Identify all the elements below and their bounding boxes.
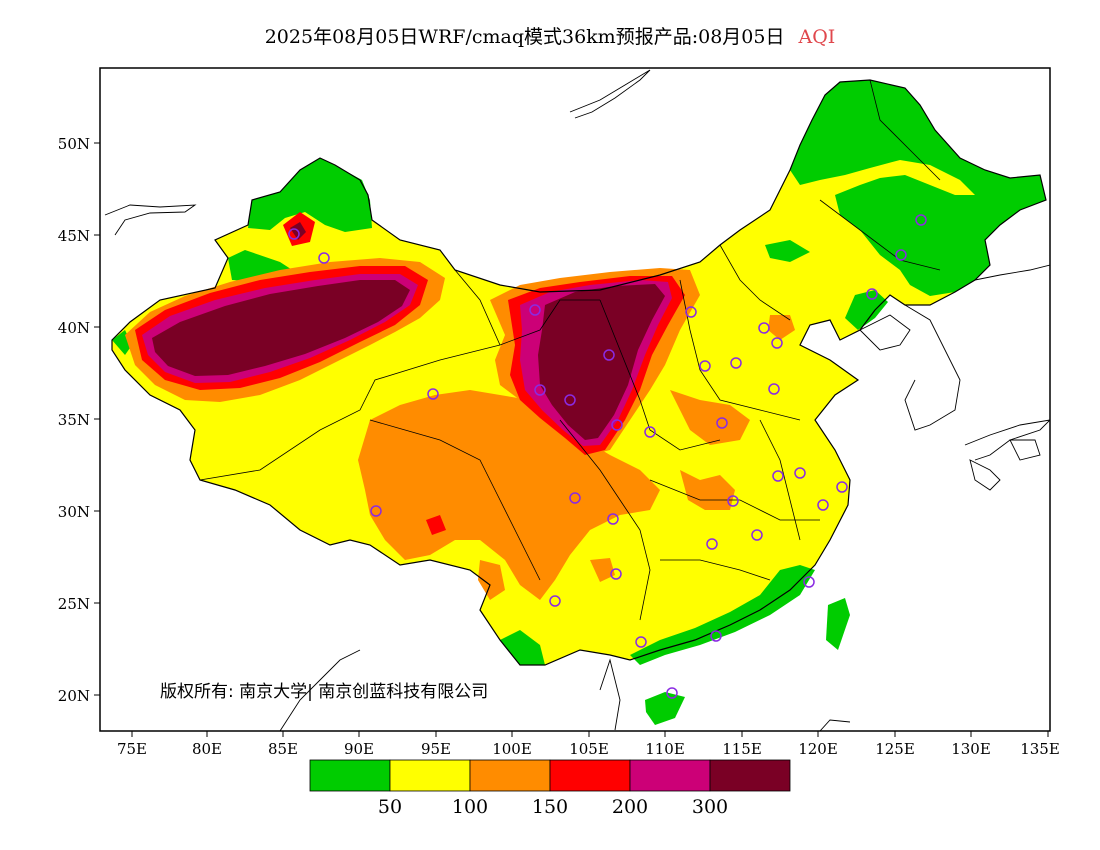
lon-label: 130E: [951, 740, 991, 758]
lat-label: 20N: [58, 687, 90, 705]
colorbar-label: 50: [378, 796, 402, 818]
station-marker: [370, 505, 382, 517]
aqi-field: [104, 69, 1050, 731]
lon-label: 120E: [798, 740, 838, 758]
china-border: [111, 79, 1047, 666]
admin-boundaries: [199, 79, 941, 621]
station-marker: [895, 249, 907, 261]
station-marker: [751, 529, 763, 541]
station-marker: [318, 252, 330, 264]
colorbar-swatch: [709, 759, 791, 792]
station-marker: [569, 492, 581, 504]
lat-label: 25N: [58, 595, 90, 613]
station-marker: [716, 417, 728, 429]
station-marker: [771, 337, 783, 349]
copyright-text: 版权所有: 南京大学| 南京创蓝科技有限公司: [160, 682, 488, 702]
lon-label: 75E: [117, 740, 147, 758]
lon-label: 125E: [875, 740, 915, 758]
lat-label: 50N: [58, 135, 90, 153]
lon-label: 135E: [1020, 740, 1060, 758]
station-marker: [866, 288, 878, 300]
lon-label: 105E: [569, 740, 609, 758]
map-title: 2025年08月05日WRF/cmaq模式36km预报产品:08月05日 AQI: [0, 22, 1100, 49]
station-marker: [666, 687, 678, 699]
station-marker: [836, 481, 848, 493]
station-marker: [915, 214, 927, 226]
longitude-axis: 75E 80E 85E 90E 95E 100E 105E 110E 115E …: [117, 731, 1060, 758]
station-marker: [772, 470, 784, 482]
map-frame: [99, 67, 1051, 732]
lon-label: 95E: [421, 740, 451, 758]
title-text: 2025年08月05日WRF/cmaq模式36km预报产品:08月05日: [264, 26, 785, 48]
aqi-colorbar: 50 100 150 200 300: [309, 759, 791, 818]
station-marker: [610, 568, 622, 580]
station-marker: [803, 576, 815, 588]
station-marker: [685, 306, 697, 318]
colorbar-label: 200: [612, 796, 648, 818]
station-marker: [529, 304, 541, 316]
station-marker: [427, 388, 439, 400]
station-marker: [534, 384, 546, 396]
lon-label: 110E: [645, 740, 685, 758]
station-marker: [607, 513, 619, 525]
colorbar-swatch: [549, 759, 631, 792]
good-aqi-areas: [112, 80, 1046, 725]
station-marker: [611, 419, 623, 431]
latitude-axis: 50N 45N 40N 35N 30N 25N 20N: [58, 135, 100, 705]
lat-label: 45N: [58, 227, 90, 245]
station-marker: [564, 394, 576, 406]
lat-label: 40N: [58, 319, 90, 337]
lon-label: 115E: [722, 740, 762, 758]
lon-label: 85E: [268, 740, 298, 758]
lon-label: 90E: [344, 740, 374, 758]
lat-label: 30N: [58, 503, 90, 521]
colorbar-swatch: [389, 759, 471, 792]
station-marker: [635, 636, 647, 648]
lat-label: 35N: [58, 411, 90, 429]
colorbar-swatch: [469, 759, 551, 792]
coastlines: [104, 69, 1050, 731]
station-marker: [644, 426, 656, 438]
station-marker: [727, 495, 739, 507]
station-marker: [549, 595, 561, 607]
station-marker: [768, 383, 780, 395]
station-marker: [603, 349, 615, 361]
station-marker: [710, 630, 722, 642]
station-marker: [758, 322, 770, 334]
station-marker: [794, 467, 806, 479]
title-variable: AQI: [798, 26, 836, 48]
station-marker: [288, 228, 300, 240]
lon-label: 100E: [492, 740, 532, 758]
colorbar-label: 150: [532, 796, 568, 818]
colorbar-label: 100: [452, 796, 488, 818]
colorbar-swatch: [629, 759, 711, 792]
station-marker: [817, 499, 829, 511]
colorbar-swatch: [309, 759, 391, 792]
lon-label: 80E: [192, 740, 222, 758]
station-markers: [288, 214, 927, 699]
station-marker: [699, 360, 711, 372]
station-marker: [706, 538, 718, 550]
station-marker: [730, 357, 742, 369]
colorbar-label: 300: [692, 796, 728, 818]
